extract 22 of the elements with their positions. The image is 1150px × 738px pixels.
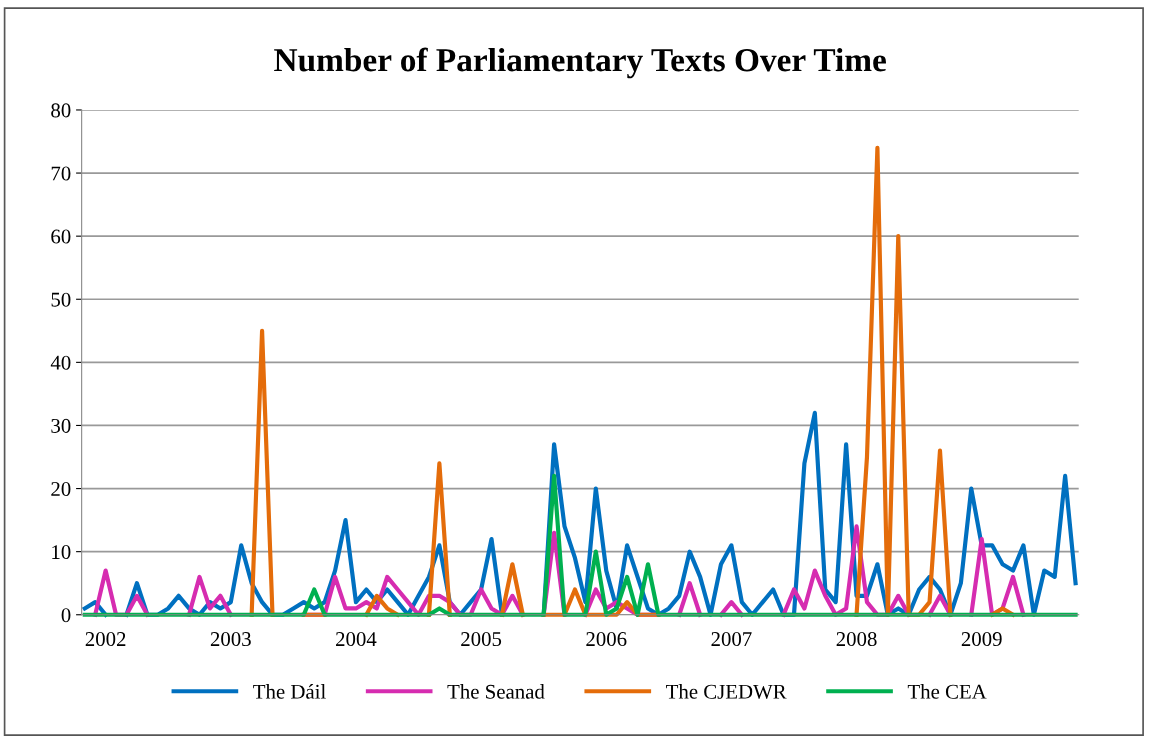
x-tick-label: 2007 bbox=[711, 632, 752, 647]
y-tick-label: 20 bbox=[51, 481, 71, 496]
x-tick-label: 2009 bbox=[961, 632, 1002, 647]
y-tick-label: 40 bbox=[50, 355, 71, 370]
y-tick-label: 10 bbox=[52, 545, 71, 560]
y-tick-label: 30 bbox=[51, 418, 71, 433]
y-tick-label: 60 bbox=[51, 229, 71, 244]
x-tick-label: 2002 bbox=[85, 632, 126, 647]
y-tick-label: 50 bbox=[51, 292, 71, 307]
chart-title: Number of Parliamentary Texts Over Time bbox=[274, 47, 886, 79]
legend-label: The Dáil bbox=[253, 684, 326, 699]
x-tick-label: 2004 bbox=[336, 632, 377, 647]
y-tick-label: 80 bbox=[51, 103, 71, 118]
x-tick-label: 2003 bbox=[210, 632, 251, 647]
legend-label: The CEA bbox=[907, 684, 987, 699]
legend-label: The CJEDWR bbox=[666, 684, 787, 699]
y-tick-label: 70 bbox=[51, 166, 71, 181]
x-tick-label: 2006 bbox=[586, 632, 627, 647]
legend-label: The Seanad bbox=[447, 684, 545, 699]
y-tick-label: 0 bbox=[61, 608, 71, 623]
x-tick-label: 2005 bbox=[461, 632, 502, 647]
x-tick-label: 2008 bbox=[836, 632, 877, 647]
